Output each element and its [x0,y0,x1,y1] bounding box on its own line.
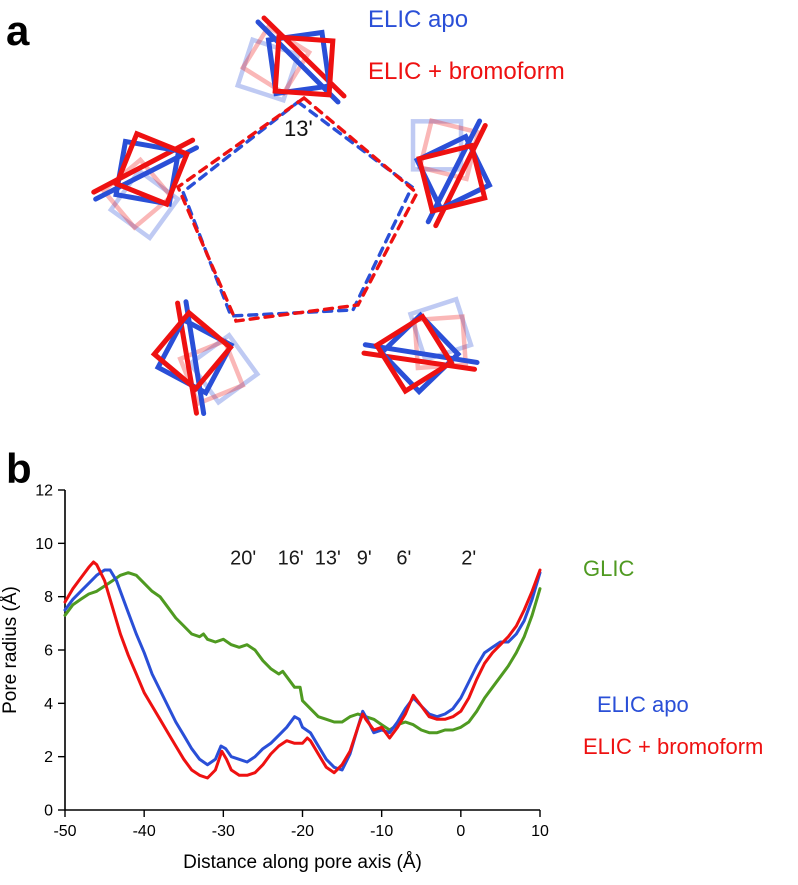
subunit-4 [150,299,261,416]
pentagon-dashed-red [175,95,420,323]
series-line-elic-apo [63,568,542,772]
subunit-5 [91,130,200,242]
y-tick-label: 4 [44,696,53,713]
x-axis-label: Distance along pore axis (Å) [183,852,422,873]
pore-position-13-annotation: 13' [284,116,313,141]
y-tick-label: 8 [44,589,53,606]
series-line-elic-bromoform [63,560,542,780]
subunit-helix-square [373,313,455,395]
subunit-helix-square [150,309,234,393]
pore-position-label: 6' [396,548,411,570]
axes [64,490,540,811]
chart-legend-glic: GLIC [583,556,634,581]
chart-legend-elic-apo: ELIC apo [597,692,689,717]
panel-a-structure-diagram [91,15,493,416]
subunit-helix-square [272,34,336,98]
x-tick-label: -50 [53,823,76,840]
subunit-helix-square [407,296,474,363]
subunit-1 [234,15,347,105]
chart-legend-elic-bromoform: ELIC + bromoform [583,734,763,759]
pore-position-label: 20' [230,548,256,570]
subunit-helix-square [107,167,182,242]
y-tick-label: 0 [44,803,53,820]
y-tick-label: 6 [44,643,53,660]
subunit-helix-square [234,36,302,104]
pore-position-label: 9' [357,548,372,570]
pore-position-label: 13' [315,548,341,570]
subunit-3 [361,296,480,396]
y-tick-label: 2 [44,749,53,766]
pore-radius-chart: -50 -40 -30 -20 -10 0 10 0 2 4 6 8 10 12 Distance alon… [0,483,763,874]
subunit-helix-square [113,130,191,208]
x-tick-label: -20 [291,823,314,840]
series-line-glic [63,571,542,735]
x-tick-label: 0 [456,823,465,840]
y-tick-label: 12 [35,483,53,500]
y-axis-label: Pore radius (Å) [0,586,21,714]
pore-position-label: 16' [278,548,304,570]
legend-elic-apo: ELIC apo [368,6,469,33]
pentagon-dashed-blue [180,99,415,318]
subunit-2 [410,118,493,229]
subunit-helix-square [410,119,464,172]
subunit-helix-square [416,142,488,215]
panel-a-label: a [6,7,30,54]
y-tick-label: 10 [35,536,53,553]
x-tick-label: 10 [531,823,549,840]
x-tick-label: -30 [212,823,235,840]
panel-b-label: b [6,445,32,492]
pore-position-label: 2' [461,548,476,570]
subunit-helix-square [187,332,261,406]
legend-elic-bromoform: ELIC + bromoform [368,58,565,85]
x-tick-label: -10 [370,823,393,840]
x-tick-label: -40 [133,823,156,840]
